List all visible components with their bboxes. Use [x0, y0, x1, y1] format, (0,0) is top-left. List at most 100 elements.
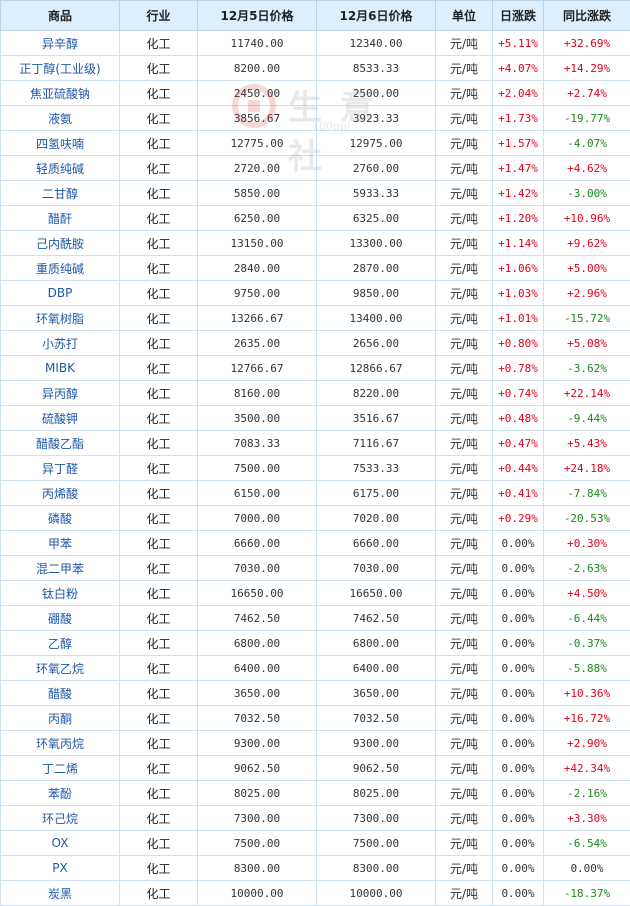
unit-cell: 元/吨 — [436, 481, 493, 506]
commodity-name-link[interactable]: 混二甲苯 — [1, 556, 120, 581]
day-change-cell: 0.00% — [493, 831, 544, 856]
commodity-name-link[interactable]: 环氧乙烷 — [1, 656, 120, 681]
industry-cell: 化工 — [120, 606, 198, 631]
price-dec6-cell: 6325.00 — [317, 206, 436, 231]
price-dec5-cell: 7500.00 — [198, 831, 317, 856]
commodity-name-link[interactable]: 二甘醇 — [1, 181, 120, 206]
commodity-name-link[interactable]: 液氨 — [1, 106, 120, 131]
commodity-name-link[interactable]: 轻质纯碱 — [1, 156, 120, 181]
commodity-name-link[interactable]: 苯酚 — [1, 781, 120, 806]
price-dec5-cell: 2720.00 — [198, 156, 317, 181]
day-change-cell: 0.00% — [493, 781, 544, 806]
yoy-change-cell: -3.62% — [544, 356, 630, 381]
industry-cell: 化工 — [120, 256, 198, 281]
industry-cell: 化工 — [120, 781, 198, 806]
unit-cell: 元/吨 — [436, 856, 493, 881]
commodity-name-link[interactable]: 异丙醇 — [1, 381, 120, 406]
price-dec6-cell: 6400.00 — [317, 656, 436, 681]
commodity-name-link[interactable]: 正丁醇(工业级) — [1, 56, 120, 81]
unit-cell: 元/吨 — [436, 806, 493, 831]
price-dec5-cell: 9062.50 — [198, 756, 317, 781]
price-dec6-cell: 3650.00 — [317, 681, 436, 706]
commodity-name-link[interactable]: 己内酰胺 — [1, 231, 120, 256]
table-header-row: 商品 行业 12月5日价格 12月6日价格 单位 日涨跌 同比涨跌 — [1, 1, 630, 31]
unit-cell: 元/吨 — [436, 556, 493, 581]
yoy-change-cell: -3.00% — [544, 181, 630, 206]
price-dec5-cell: 6400.00 — [198, 656, 317, 681]
commodity-name-link[interactable]: 焦亚硫酸钠 — [1, 81, 120, 106]
price-dec5-cell: 3856.67 — [198, 106, 317, 131]
industry-cell: 化工 — [120, 356, 198, 381]
commodity-name-link[interactable]: 丙酮 — [1, 706, 120, 731]
price-dec5-cell: 10000.00 — [198, 881, 317, 906]
commodity-name-link[interactable]: 环己烷 — [1, 806, 120, 831]
industry-cell: 化工 — [120, 856, 198, 881]
day-change-cell: +0.80% — [493, 331, 544, 356]
price-dec5-cell: 8300.00 — [198, 856, 317, 881]
column-header-name: 商品 — [1, 1, 120, 31]
commodity-name-link[interactable]: 重质纯碱 — [1, 256, 120, 281]
commodity-name-link[interactable]: 钛白粉 — [1, 581, 120, 606]
commodity-name-link[interactable]: 丁二烯 — [1, 756, 120, 781]
price-dec6-cell: 12340.00 — [317, 31, 436, 56]
day-change-cell: 0.00% — [493, 606, 544, 631]
commodity-name-link[interactable]: 硼酸 — [1, 606, 120, 631]
unit-cell: 元/吨 — [436, 631, 493, 656]
commodity-name-link[interactable]: 异辛醇 — [1, 31, 120, 56]
unit-cell: 元/吨 — [436, 56, 493, 81]
unit-cell: 元/吨 — [436, 731, 493, 756]
price-dec6-cell: 12975.00 — [317, 131, 436, 156]
unit-cell: 元/吨 — [436, 156, 493, 181]
price-dec6-cell: 13300.00 — [317, 231, 436, 256]
commodity-name-link[interactable]: 乙醇 — [1, 631, 120, 656]
price-dec5-cell: 2635.00 — [198, 331, 317, 356]
yoy-change-cell: +32.69% — [544, 31, 630, 56]
industry-cell: 化工 — [120, 656, 198, 681]
unit-cell: 元/吨 — [436, 231, 493, 256]
commodity-name-link[interactable]: 醋酸 — [1, 681, 120, 706]
commodity-name-link[interactable]: 硫酸钾 — [1, 406, 120, 431]
price-dec5-cell: 3650.00 — [198, 681, 317, 706]
price-dec5-cell: 12775.00 — [198, 131, 317, 156]
commodity-name-link[interactable]: 醋酐 — [1, 206, 120, 231]
unit-cell: 元/吨 — [436, 81, 493, 106]
day-change-cell: 0.00% — [493, 806, 544, 831]
commodity-name-link[interactable]: 醋酸乙酯 — [1, 431, 120, 456]
yoy-change-cell: 0.00% — [544, 856, 630, 881]
commodity-name-link[interactable]: 小苏打 — [1, 331, 120, 356]
price-dec5-cell: 8160.00 — [198, 381, 317, 406]
price-dec5-cell: 16650.00 — [198, 581, 317, 606]
day-change-cell: 0.00% — [493, 631, 544, 656]
commodity-name-link[interactable]: 丙烯酸 — [1, 481, 120, 506]
commodity-name-link[interactable]: 异丁醛 — [1, 456, 120, 481]
price-dec6-cell: 13400.00 — [317, 306, 436, 331]
unit-cell: 元/吨 — [436, 356, 493, 381]
industry-cell: 化工 — [120, 156, 198, 181]
commodity-name-link[interactable]: 四氢呋喃 — [1, 131, 120, 156]
commodity-name-link[interactable]: 环氧丙烷 — [1, 731, 120, 756]
commodity-name-link[interactable]: 磷酸 — [1, 506, 120, 531]
day-change-cell: +2.04% — [493, 81, 544, 106]
industry-cell: 化工 — [120, 431, 198, 456]
commodity-name-link[interactable]: 炭黑 — [1, 881, 120, 906]
commodity-name-link[interactable]: MIBK — [1, 356, 120, 381]
commodity-name-link[interactable]: OX — [1, 831, 120, 856]
industry-cell: 化工 — [120, 81, 198, 106]
industry-cell: 化工 — [120, 181, 198, 206]
commodity-name-link[interactable]: 环氧树脂 — [1, 306, 120, 331]
commodity-name-link[interactable]: DBP — [1, 281, 120, 306]
commodity-name-link[interactable]: PX — [1, 856, 120, 881]
price-dec6-cell: 6800.00 — [317, 631, 436, 656]
commodity-name-link[interactable]: 甲苯 — [1, 531, 120, 556]
